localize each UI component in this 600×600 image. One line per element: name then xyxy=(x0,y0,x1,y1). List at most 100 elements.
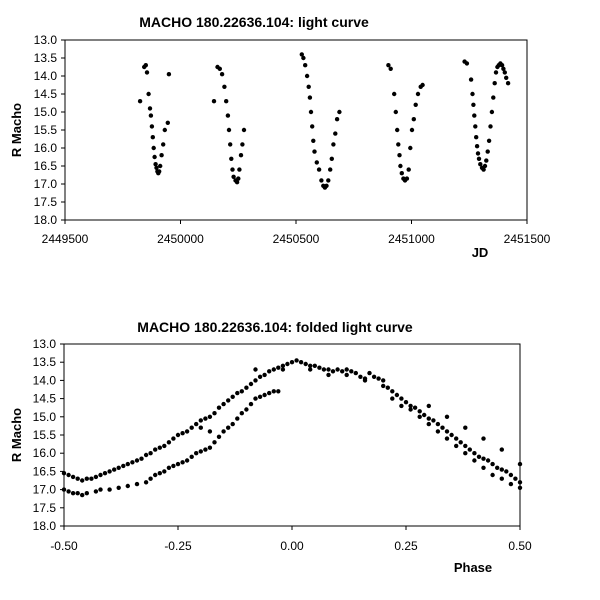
folded-light-curve-data-point xyxy=(417,414,422,419)
folded-light-curve-data-point xyxy=(381,378,386,383)
folded-light-curve-data-point xyxy=(444,429,450,434)
light-curve-data-point xyxy=(159,153,164,158)
light-curve-data-point xyxy=(488,124,493,129)
light-curve-data-point xyxy=(310,124,315,129)
light-curve-data-point xyxy=(311,138,316,143)
light-curve-data-point xyxy=(153,162,158,167)
light-curve-data-point xyxy=(464,61,470,66)
folded-light-curve-data-point xyxy=(171,436,176,441)
folded-light-curve-data-point xyxy=(463,451,468,456)
light-curve-data-point xyxy=(471,102,476,108)
light-curve-x-tick-label: 2450000 xyxy=(157,232,204,246)
folded-light-curve-data-point xyxy=(230,421,235,427)
folded-light-curve-data-point xyxy=(335,367,340,372)
light-curve-data-point xyxy=(154,165,159,170)
folded-light-curve-data-point xyxy=(171,463,176,469)
light-curve-data-point xyxy=(406,167,411,172)
folded-light-curve-x-tick-label: 0.50 xyxy=(508,539,532,553)
folded-light-curve-data-point xyxy=(235,390,240,396)
folded-light-curve-data-point xyxy=(212,440,217,445)
folded-light-curve-x-ticks: -0.50 -0.25 0.00 0.25 0.50 xyxy=(50,526,532,553)
light-curve-data-point xyxy=(148,113,154,118)
light-curve-data-point xyxy=(226,127,232,133)
light-curve-data-point xyxy=(485,149,490,154)
folded-light-curve-data-point xyxy=(112,467,117,472)
folded-light-curve-data-point xyxy=(121,463,126,469)
folded-light-curve-y-tick-label: 17.5 xyxy=(33,501,57,515)
folded-light-curve-data-point xyxy=(463,443,468,449)
light-curve-y-tick-label: 15.0 xyxy=(34,105,58,119)
light-curve-data-point xyxy=(397,153,402,158)
light-curve-data-point xyxy=(493,70,499,75)
light-curve-data-point xyxy=(398,163,403,169)
folded-light-curve-data-point xyxy=(267,390,272,396)
folded-light-curve-data-point xyxy=(239,411,244,416)
folded-light-curve-data-point xyxy=(139,456,144,461)
light-curve-y-tick-label: 13.0 xyxy=(34,33,58,47)
light-curve-data-point xyxy=(388,66,393,72)
folded-light-curve-data-point xyxy=(125,483,130,489)
light-curve-data-point xyxy=(484,158,489,163)
light-curve-y-tick-label: 14.0 xyxy=(34,69,58,83)
light-curve-data-point xyxy=(217,66,222,72)
light-curve-data-point xyxy=(499,62,505,68)
light-curve-data-point xyxy=(474,135,479,140)
folded-light-curve-data-point xyxy=(262,372,267,378)
folded-light-curve-data-point xyxy=(162,469,167,474)
light-curve-chart: MACHO 180.22636.104: light curve 13.013.… xyxy=(9,14,551,260)
light-curve-y-tick-label: 16.0 xyxy=(34,141,58,155)
folded-light-curve-data-point xyxy=(303,361,308,367)
light-curve-data-point xyxy=(166,72,172,77)
folded-light-curve-data-point xyxy=(408,407,413,412)
folded-light-curve-y-tick-label: 14.5 xyxy=(33,392,57,406)
light-curve-data-point xyxy=(504,75,509,81)
folded-light-curve-data-point xyxy=(454,443,459,449)
folded-light-curve-data-point xyxy=(175,432,181,438)
light-curve-data-point xyxy=(502,70,507,75)
folded-light-curve-data-point xyxy=(134,458,140,463)
folded-light-curve-data-point xyxy=(84,476,90,481)
folded-light-curve-data-point xyxy=(276,389,281,394)
folded-light-curve-data-point xyxy=(207,414,213,419)
folded-light-curve-data-point xyxy=(203,416,208,421)
folded-light-curve-data-point xyxy=(153,447,158,452)
folded-light-curve-data-point xyxy=(244,385,249,390)
light-curve-data-point xyxy=(225,113,231,118)
light-curve-data-point xyxy=(386,62,391,68)
light-curve-data-point xyxy=(301,55,306,61)
folded-light-curve-data-point xyxy=(481,436,486,441)
folded-light-curve-data-point xyxy=(70,474,76,480)
folded-light-curve-y-tick-label: 13.5 xyxy=(33,355,57,369)
folded-light-curve-x-tick-label: -0.25 xyxy=(164,539,192,553)
light-curve-y-tick-label: 18.0 xyxy=(34,213,58,227)
folded-light-curve-data-point xyxy=(257,394,263,399)
light-curve-data-point xyxy=(222,84,227,90)
folded-light-curve-data-point xyxy=(289,360,295,365)
folded-light-curve-data-point xyxy=(89,476,94,481)
light-curve-y-tick-label: 14.5 xyxy=(34,87,58,101)
light-curve-data-point xyxy=(314,160,319,165)
light-curve-data-point xyxy=(329,156,334,161)
folded-light-curve-chart: MACHO 180.22636.104: folded light curve … xyxy=(9,319,532,575)
light-curve-title: MACHO 180.22636.104: light curve xyxy=(139,14,369,30)
folded-light-curve-data-point xyxy=(248,401,254,407)
light-curve-data-point xyxy=(157,169,162,174)
folded-light-curve-data-point xyxy=(280,363,286,368)
folded-light-curve-data-point xyxy=(294,358,299,363)
folded-light-curve-data-point xyxy=(321,367,327,372)
folded-light-curve-data-point xyxy=(362,378,368,383)
folded-light-curve-data-point xyxy=(235,416,240,421)
folded-light-curve-data-point xyxy=(376,376,381,381)
folded-light-curve-data-point xyxy=(422,412,427,418)
light-curve-data-point xyxy=(165,120,170,126)
folded-light-curve-data-point xyxy=(198,449,203,454)
folded-light-curve-data-point xyxy=(326,372,331,378)
light-curve-data-point xyxy=(162,127,167,133)
folded-light-curve-data-point xyxy=(367,370,372,376)
light-curve-data-point xyxy=(489,109,495,115)
folded-light-curve-data-point xyxy=(271,389,276,394)
folded-light-curve-data-point xyxy=(239,389,244,394)
light-curve-data-point xyxy=(476,156,482,161)
folded-light-curve-data-point xyxy=(253,378,258,383)
